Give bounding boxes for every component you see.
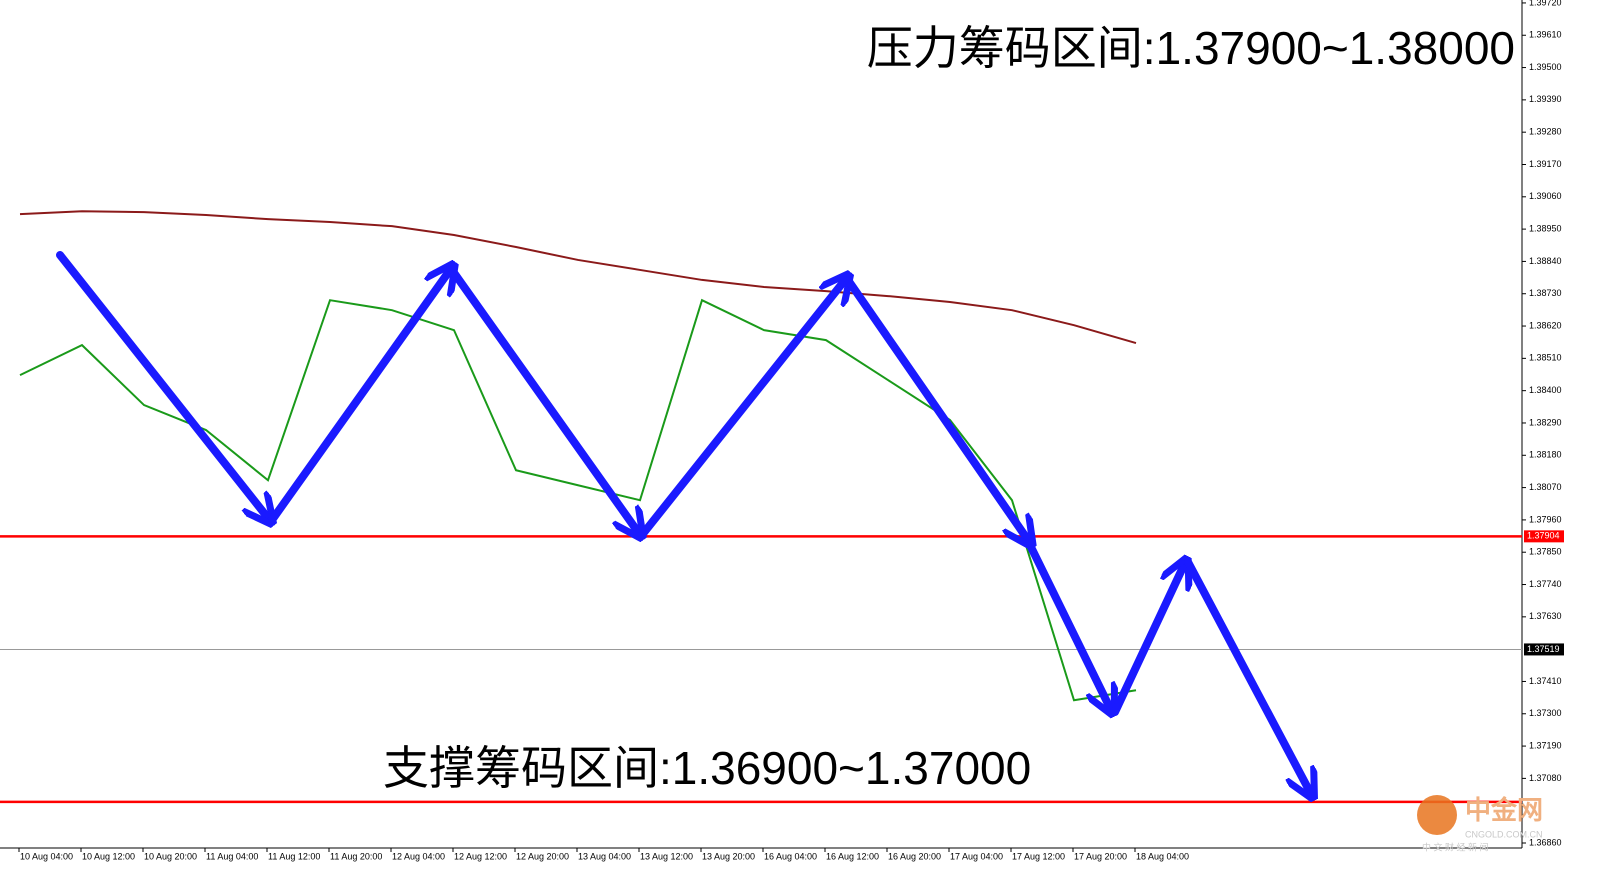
y-tick-label: 1.38510 bbox=[1529, 353, 1562, 363]
y-tick-label: 1.37080 bbox=[1529, 773, 1562, 783]
resistance-annotation: 压力筹码区间:1.37900~1.38000 bbox=[867, 22, 1515, 74]
y-tick-label: 1.38950 bbox=[1529, 223, 1562, 233]
x-tick-label: 11 Aug 12:00 bbox=[268, 851, 320, 861]
x-tick-label: 10 Aug 12:00 bbox=[82, 851, 135, 861]
support-annotation: 支撑筹码区间:1.36900~1.37000 bbox=[383, 742, 1031, 794]
x-tick-label: 16 Aug 20:00 bbox=[888, 851, 941, 861]
x-tick-label: 16 Aug 12:00 bbox=[826, 851, 879, 861]
x-tick-label: 12 Aug 20:00 bbox=[516, 851, 569, 861]
y-tick-label: 1.38290 bbox=[1529, 417, 1562, 427]
watermark-logo bbox=[1417, 795, 1457, 835]
x-tick-label: 13 Aug 20:00 bbox=[702, 851, 755, 861]
x-tick-label: 17 Aug 04:00 bbox=[950, 851, 1003, 861]
x-tick-label: 13 Aug 12:00 bbox=[640, 851, 693, 861]
x-tick-label: 18 Aug 04:00 bbox=[1136, 851, 1189, 861]
watermark-url: CNGOLD.COM.CN bbox=[1465, 829, 1543, 839]
y-tick-label: 1.38730 bbox=[1529, 288, 1562, 298]
y-tick-label: 1.37300 bbox=[1529, 708, 1562, 718]
trend-arrows bbox=[56, 251, 1310, 792]
x-tick-label: 17 Aug 12:00 bbox=[1012, 851, 1065, 861]
price-box bbox=[1524, 530, 1564, 543]
x-tick-label: 11 Aug 20:00 bbox=[330, 851, 382, 861]
series-line bbox=[19, 298, 1137, 702]
y-tick-label: 1.37850 bbox=[1529, 547, 1562, 557]
x-tick-label: 16 Aug 04:00 bbox=[764, 851, 817, 861]
x-tick-label: 10 Aug 04:00 bbox=[20, 851, 73, 861]
y-tick-label: 1.38620 bbox=[1529, 320, 1562, 330]
y-tick-label: 1.37190 bbox=[1529, 740, 1562, 750]
y-tick-label: 1.39390 bbox=[1529, 94, 1562, 104]
y-tick-label: 1.38400 bbox=[1529, 385, 1562, 395]
watermark-slogan: 中 文 财 经 新 闻 bbox=[1422, 841, 1489, 852]
y-tick-label: 1.39170 bbox=[1529, 159, 1562, 169]
y-tick-label: 1.38070 bbox=[1529, 482, 1562, 492]
y-tick-label: 1.36860 bbox=[1529, 837, 1562, 847]
x-tick-label: 12 Aug 12:00 bbox=[454, 851, 507, 861]
y-tick-label: 1.37740 bbox=[1529, 579, 1562, 589]
x-tick-label: 11 Aug 04:00 bbox=[206, 851, 258, 861]
y-tick-label: 1.39500 bbox=[1529, 62, 1562, 72]
price-box-label: 1.37904 bbox=[1527, 531, 1560, 541]
x-tick-label: 10 Aug 20:00 bbox=[144, 851, 197, 861]
y-tick-label: 1.38180 bbox=[1529, 450, 1562, 460]
x-tick-label: 17 Aug 20:00 bbox=[1074, 851, 1127, 861]
y-tick-label: 1.37630 bbox=[1529, 611, 1562, 621]
price-box bbox=[1524, 643, 1564, 656]
y-tick-label: 1.39610 bbox=[1529, 30, 1562, 40]
y-tick-label: 1.37410 bbox=[1529, 676, 1562, 686]
y-tick-label: 1.37960 bbox=[1529, 514, 1562, 524]
y-tick-label: 1.39720 bbox=[1529, 0, 1562, 7]
x-tick-label: 13 Aug 04:00 bbox=[578, 851, 631, 861]
watermark-title: 中金网 bbox=[1465, 795, 1543, 825]
series-line bbox=[19, 210, 1137, 345]
y-tick-label: 1.39280 bbox=[1529, 127, 1562, 137]
y-tick-label: 1.38840 bbox=[1529, 256, 1562, 266]
x-tick-label: 12 Aug 04:00 bbox=[392, 851, 445, 861]
y-tick-label: 1.39060 bbox=[1529, 191, 1562, 201]
price-box-label: 1.37519 bbox=[1527, 644, 1560, 654]
